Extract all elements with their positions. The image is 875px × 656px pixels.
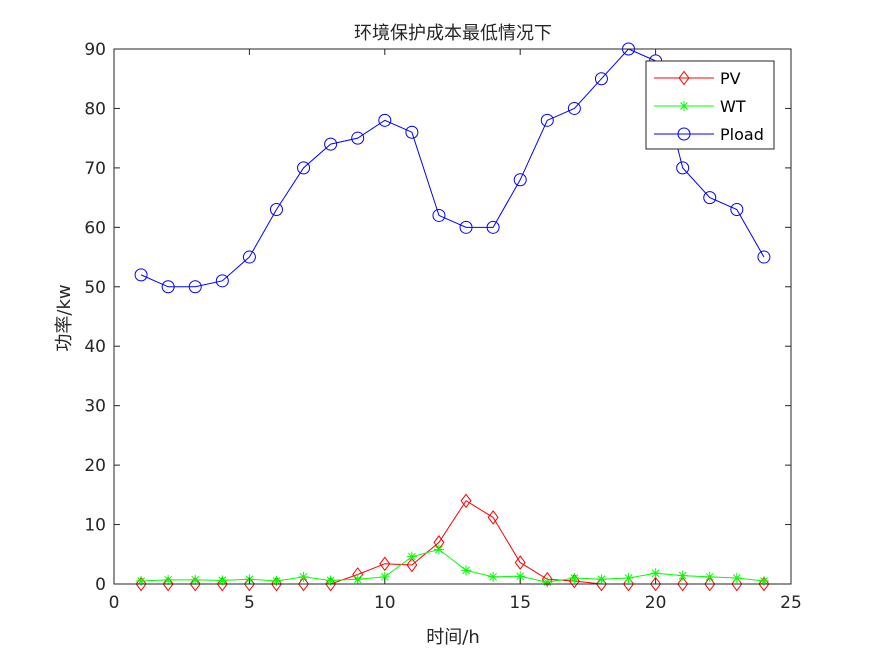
data-point-pv bbox=[758, 576, 770, 592]
x-tick-label: 5 bbox=[244, 593, 255, 613]
data-point-pload bbox=[432, 208, 446, 222]
data-point-wt bbox=[406, 551, 417, 562]
y-tick-label: 20 bbox=[84, 456, 106, 476]
data-point-pv bbox=[514, 555, 526, 570]
data-point-pv bbox=[189, 576, 201, 592]
legend-entry-wt: WT bbox=[654, 97, 746, 116]
data-point-pload bbox=[703, 191, 717, 205]
data-point-wt bbox=[488, 571, 499, 582]
legend-label-wt: WT bbox=[720, 97, 746, 116]
data-point-pload bbox=[351, 131, 365, 145]
data-point-wt bbox=[731, 573, 742, 584]
data-point-wt bbox=[596, 574, 607, 585]
y-tick-label: 50 bbox=[84, 278, 106, 298]
data-point-pv bbox=[677, 576, 689, 592]
data-point-pv bbox=[487, 510, 499, 525]
data-point-pload bbox=[134, 268, 148, 282]
y-tick-label: 0 bbox=[95, 575, 106, 595]
data-point-pload bbox=[269, 203, 283, 216]
data-point-pload bbox=[730, 203, 744, 216]
data-point-wt bbox=[677, 570, 688, 581]
data-point-pload bbox=[513, 173, 527, 187]
data-point-pload bbox=[757, 250, 771, 264]
data-point-wt bbox=[217, 575, 228, 586]
data-point-pload bbox=[297, 161, 311, 175]
data-point-pv bbox=[216, 576, 228, 592]
axes-box bbox=[113, 48, 792, 585]
x-tick-label: 25 bbox=[780, 593, 802, 613]
data-point-wt bbox=[542, 577, 553, 588]
y-tick-label: 60 bbox=[84, 218, 106, 238]
data-point-wt bbox=[163, 574, 174, 585]
data-point-wt bbox=[433, 544, 444, 555]
legend-entry-pload: Pload bbox=[654, 125, 764, 144]
data-point-pv bbox=[135, 576, 147, 592]
data-point-pv bbox=[379, 556, 391, 572]
x-axis-label: 时间/h bbox=[426, 627, 479, 648]
legend: PV WT Pload bbox=[645, 60, 775, 150]
data-point-wt bbox=[623, 573, 634, 584]
data-point-wt bbox=[271, 576, 282, 587]
legend-label-pload: Pload bbox=[720, 125, 764, 144]
data-point-pload bbox=[378, 113, 392, 127]
data-point-wt bbox=[325, 575, 336, 586]
data-point-wt bbox=[758, 576, 769, 587]
data-point-wt bbox=[461, 565, 472, 576]
data-point-wt bbox=[190, 574, 201, 585]
y-tick-label: 90 bbox=[84, 40, 106, 60]
legend-entry-pv: PV bbox=[654, 69, 741, 88]
axes-layer: 0 5 10 15 20 25 0 10 20 30 40 50 60 70 80 90 bbox=[84, 40, 801, 613]
y-axis-label: 功率/kw bbox=[54, 284, 75, 351]
data-point-pv bbox=[270, 576, 282, 592]
data-point-wt bbox=[569, 573, 580, 584]
y-tick-label: 70 bbox=[84, 159, 106, 179]
x-tick-label: 15 bbox=[509, 593, 531, 613]
data-point-pload bbox=[459, 220, 473, 234]
y-tick-label: 10 bbox=[84, 516, 106, 536]
chart-title: 环境保护成本最低情况下 bbox=[354, 23, 552, 44]
data-point-pv bbox=[325, 576, 337, 592]
data-point-pload bbox=[161, 280, 175, 294]
data-point-wt bbox=[515, 571, 526, 582]
x-tick-label: 10 bbox=[374, 593, 396, 613]
data-point-wt bbox=[352, 574, 363, 585]
legend-label-pv: PV bbox=[720, 69, 741, 88]
data-point-pload bbox=[486, 220, 500, 234]
data-point-wt bbox=[650, 568, 661, 579]
data-point-wt bbox=[298, 571, 309, 582]
data-point-pload bbox=[405, 125, 419, 139]
data-point-wt bbox=[704, 571, 715, 582]
data-point-pload bbox=[567, 101, 581, 115]
data-point-pload bbox=[676, 161, 690, 175]
data-point-pload bbox=[594, 72, 608, 86]
data-point-wt bbox=[136, 576, 147, 587]
data-point-pv bbox=[460, 493, 472, 509]
data-point-pv bbox=[704, 576, 716, 592]
x-tick-label: 20 bbox=[645, 593, 667, 613]
data-point-pv bbox=[162, 576, 174, 592]
data-point-pload bbox=[188, 280, 202, 294]
data-point-pv bbox=[406, 557, 418, 573]
legend-marker-pload bbox=[677, 127, 691, 141]
y-tick-label: 30 bbox=[84, 397, 106, 417]
data-point-pload bbox=[215, 274, 229, 288]
y-tick-label: 80 bbox=[84, 99, 106, 119]
data-point-pload bbox=[540, 113, 554, 127]
legend-marker-wt bbox=[679, 101, 689, 111]
x-tick-label: 0 bbox=[109, 593, 120, 613]
y-tick-label: 40 bbox=[84, 337, 106, 357]
data-point-pv bbox=[650, 576, 662, 592]
data-point-pload bbox=[324, 137, 338, 151]
legend-marker-pv bbox=[678, 70, 690, 86]
data-point-pv bbox=[298, 576, 310, 592]
data-point-wt bbox=[379, 571, 390, 582]
data-point-pload bbox=[242, 250, 256, 264]
